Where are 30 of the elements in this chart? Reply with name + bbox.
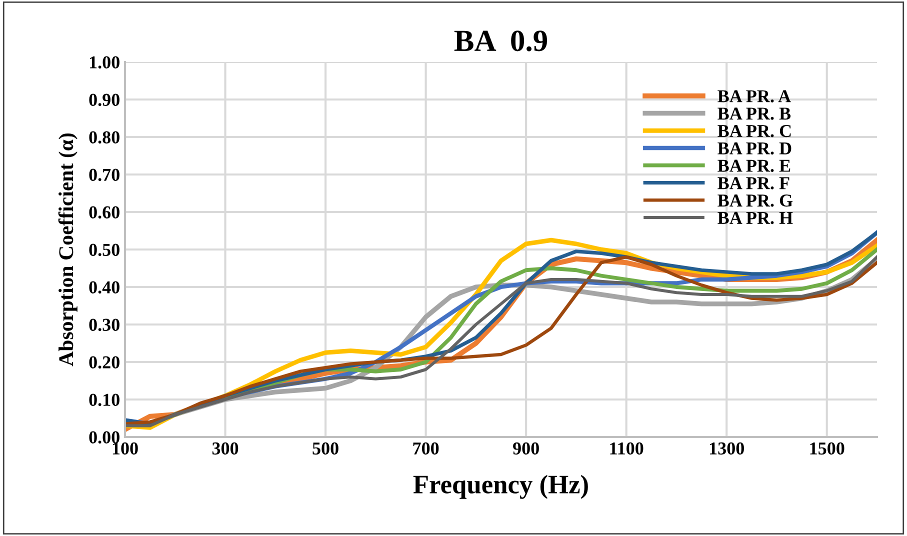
legend-label: BA PR. C — [718, 124, 791, 138]
chart-title: BA 0.9 — [454, 30, 548, 52]
y-tick-label: 0.60 — [89, 206, 120, 219]
legend-label: BA PR. D — [718, 142, 792, 155]
y-tick-label: 0.00 — [89, 431, 120, 444]
x-tick-label: 100 — [112, 442, 138, 455]
y-tick-label: 0.50 — [89, 244, 120, 256]
x-tick-label: 1100 — [610, 442, 644, 455]
x-tick-label: 500 — [312, 442, 338, 455]
x-tick-label: 1300 — [710, 442, 744, 455]
y-tick-label: 0.70 — [89, 168, 120, 182]
y-axis-title: Absorption Coefficient (α) — [58, 134, 78, 366]
y-tick-label: 0.10 — [89, 394, 120, 406]
x-tick-label: 1500 — [810, 442, 844, 455]
legend-label: BA PR. E — [718, 160, 790, 172]
y-tick-label: 0.40 — [89, 281, 120, 294]
x-axis-title: Frequency (Hz) — [413, 474, 588, 499]
legend-label: BA PR. F — [718, 177, 790, 190]
y-tick-label: 0.20 — [89, 356, 120, 369]
y-tick-label: 0.30 — [89, 318, 120, 332]
x-tick-label: 900 — [513, 442, 539, 455]
x-tick-label: 700 — [413, 442, 439, 455]
legend-label: BA PR. G — [718, 194, 793, 207]
legend-label: BA PR. B — [718, 108, 791, 120]
y-tick-label: 1.00 — [90, 56, 120, 69]
legend-label: BA PR. H — [718, 212, 793, 224]
y-tick-label: 0.80 — [89, 131, 120, 144]
x-tick-label: 300 — [212, 442, 238, 455]
y-tick-label: 0.90 — [89, 94, 120, 106]
legend-label: BA PR. A — [718, 90, 791, 102]
